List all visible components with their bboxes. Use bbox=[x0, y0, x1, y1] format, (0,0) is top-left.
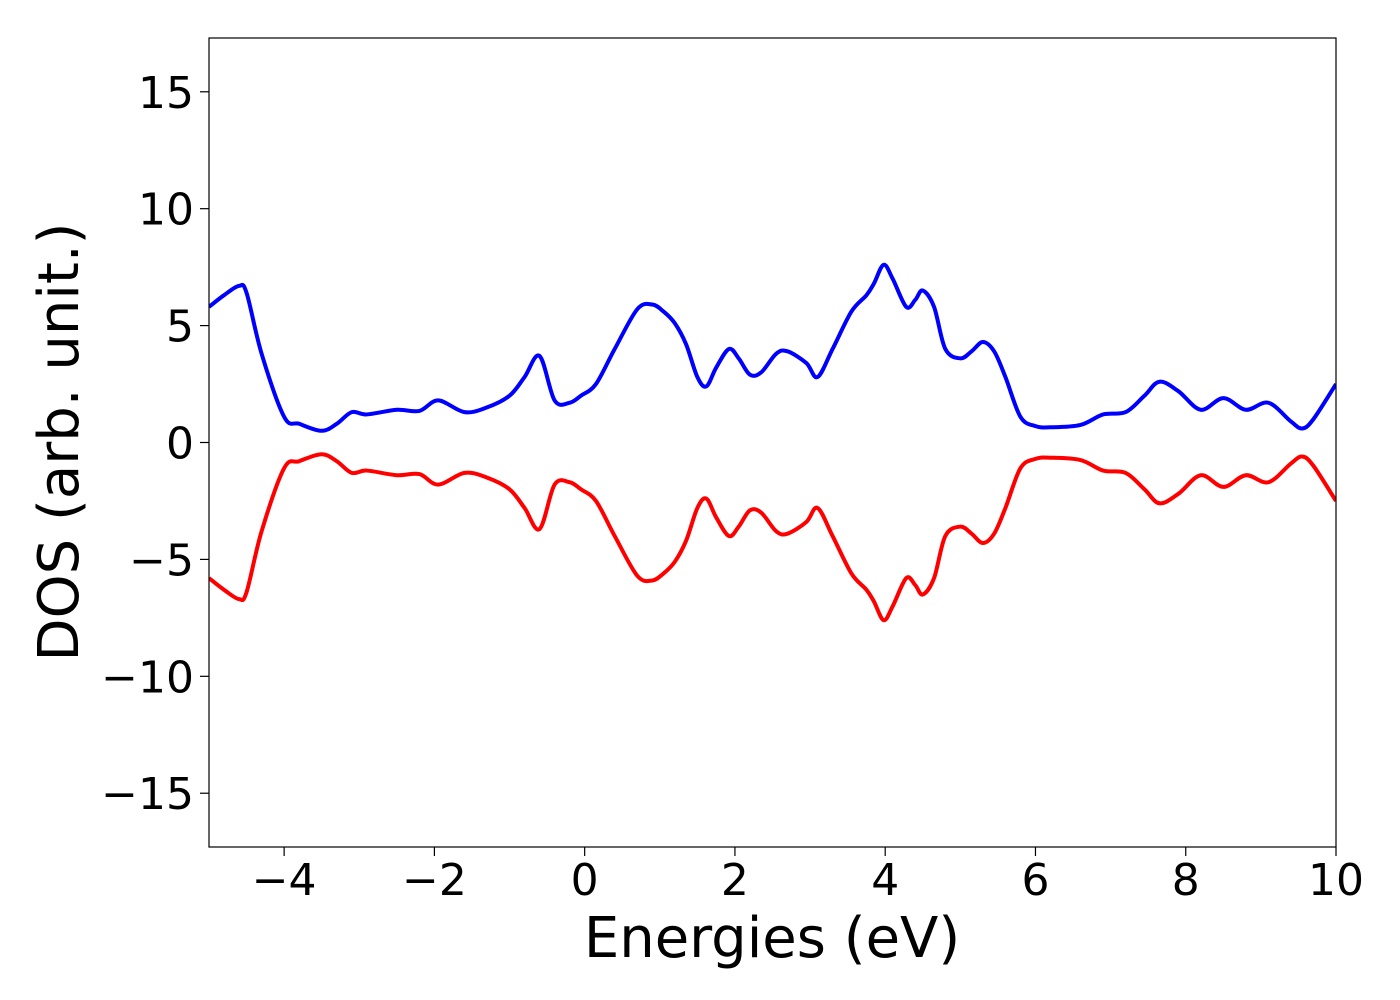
x-tick-label: 4 bbox=[871, 855, 899, 906]
x-tick-label: 8 bbox=[1172, 855, 1200, 906]
y-tick-label: 5 bbox=[166, 302, 194, 353]
series-line-down bbox=[209, 452, 1336, 623]
x-tick-label: 10 bbox=[1308, 855, 1364, 906]
y-tick-label: −10 bbox=[101, 652, 194, 703]
y-axis-ticks: 15 10 5 0 −5 −10 −15 bbox=[101, 68, 209, 820]
series-layer bbox=[209, 262, 1336, 623]
x-tick-label: −2 bbox=[402, 855, 467, 906]
y-axis-label: DOS (arb. unit.) bbox=[27, 222, 92, 661]
x-axis-ticks: −4 −2 0 2 4 6 8 10 bbox=[252, 847, 1364, 906]
y-tick-label: 0 bbox=[166, 419, 194, 470]
y-tick-label: −5 bbox=[129, 535, 194, 586]
y-tick-label: 10 bbox=[138, 185, 194, 236]
x-tick-label: 0 bbox=[571, 855, 599, 906]
x-tick-label: 2 bbox=[721, 855, 749, 906]
y-tick-label: −15 bbox=[101, 769, 194, 820]
x-tick-label: 6 bbox=[1021, 855, 1049, 906]
x-axis-label: Energies (eV) bbox=[584, 906, 960, 971]
series-line-up bbox=[209, 262, 1336, 433]
x-tick-label: −4 bbox=[252, 855, 317, 906]
y-tick-label: 15 bbox=[138, 68, 194, 119]
